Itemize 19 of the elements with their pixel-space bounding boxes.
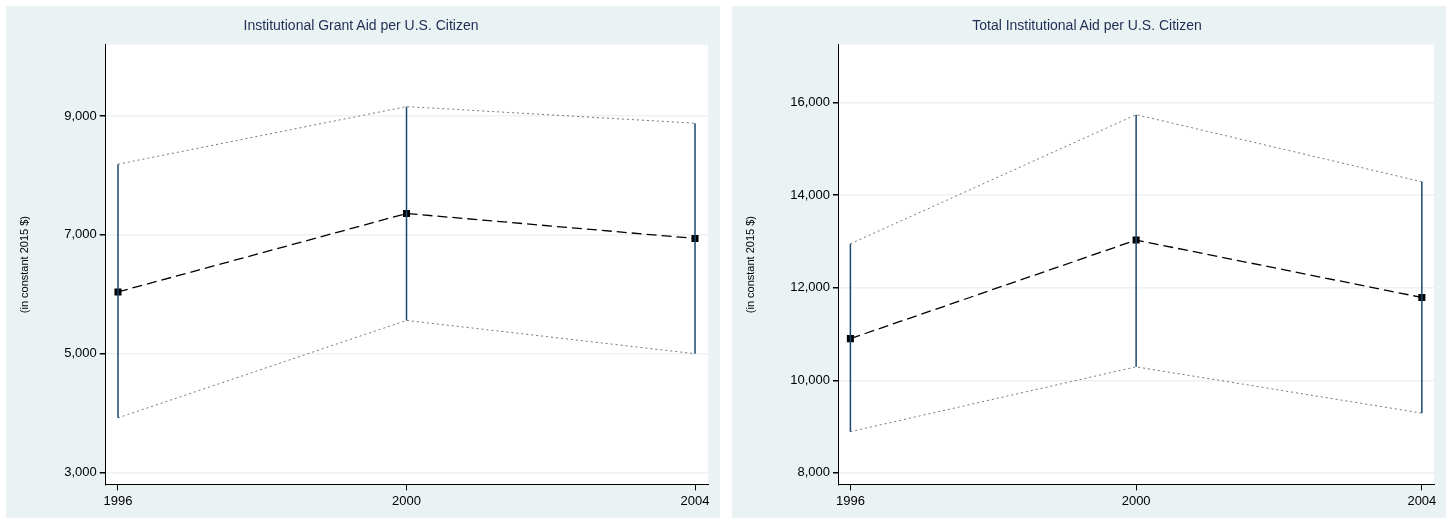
y-tick-label: 14,000 [790, 186, 830, 202]
y-axis-title: (in constant 2015 $) [17, 215, 30, 314]
y-tick-label: 12,000 [790, 279, 830, 295]
x-tick-label: 2004 [680, 492, 710, 508]
x-tick-label: 2000 [1121, 492, 1151, 508]
chart-title: Institutional Grant Aid per U.S. Citizen [243, 17, 479, 34]
x-tick-label: 1996 [835, 492, 865, 508]
x-tick-label: 2004 [1407, 492, 1437, 508]
y-tick-label: 7,000 [64, 226, 97, 242]
x-tick-label: 1996 [103, 492, 133, 508]
y-tick-label: 8,000 [797, 464, 830, 480]
chart-title: Total Institutional Aid per U.S. Citizen [972, 17, 1202, 34]
y-tick-label: 5,000 [64, 345, 97, 361]
x-tick-label: 2000 [392, 492, 421, 508]
y-tick-label: 9,000 [64, 107, 97, 123]
y-tick-label: 16,000 [790, 94, 830, 110]
y-tick-label: 3,000 [64, 464, 97, 480]
y-tick-label: 10,000 [790, 371, 830, 387]
y-axis-title: (in constant 2015 $) [743, 215, 756, 314]
